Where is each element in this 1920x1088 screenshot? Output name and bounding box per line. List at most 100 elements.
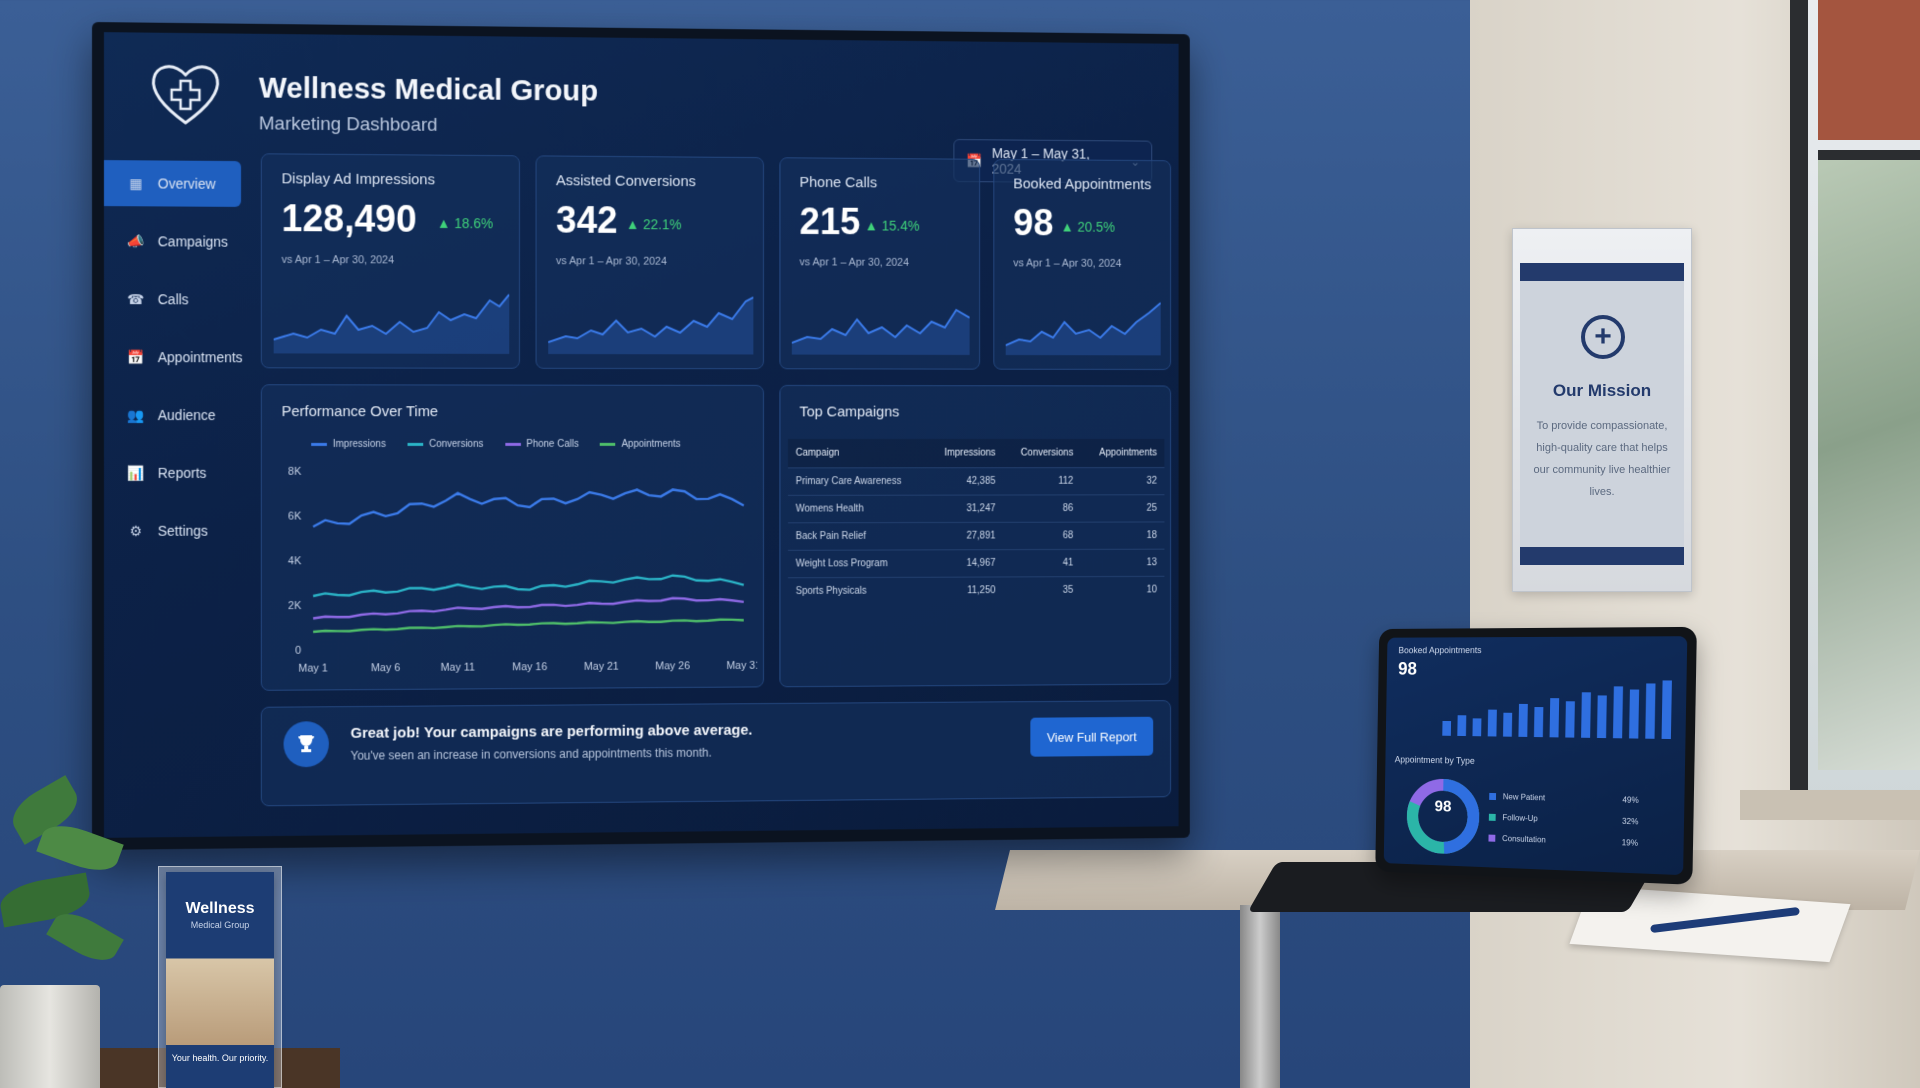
x-tick-label: May 31 bbox=[726, 660, 757, 672]
kpi-delta-value: 22.1% bbox=[643, 216, 681, 232]
table-row[interactable]: Weight Loss Program 14,967 41 13 bbox=[788, 549, 1164, 578]
kpi-delta: ▲ 20.5% bbox=[1061, 219, 1115, 235]
wall-tv: Wellness Medical Group Marketing Dashboa… bbox=[92, 22, 1190, 850]
tablet-screen: Booked Appointments 98 Appointment by Ty… bbox=[1384, 636, 1688, 875]
top-campaigns-panel: Top Campaigns Campaign Impressions Conve… bbox=[779, 385, 1171, 687]
banner-title: Great job! Your campaigns are performing… bbox=[351, 722, 753, 742]
table-cell: 11,250 bbox=[927, 577, 1003, 604]
tablet-bar bbox=[1472, 718, 1481, 736]
sidebar: ▦ Overview 📣 Campaigns ☎ Calls 📅 Appoint… bbox=[104, 160, 243, 566]
x-tick-label: May 6 bbox=[371, 662, 400, 674]
kpi-delta-value: 15.4% bbox=[882, 218, 920, 234]
series-line-appointments bbox=[313, 619, 744, 631]
x-tick-label: May 1 bbox=[298, 663, 327, 675]
sidebar-item-reports[interactable]: 📊 Reports bbox=[104, 450, 243, 496]
tablet-bar bbox=[1503, 713, 1512, 737]
kpi-compare: vs Apr 1 – Apr 30, 2024 bbox=[800, 256, 909, 268]
performance-panel: Performance Over Time Impressions Conver… bbox=[261, 384, 764, 691]
panel-title: Top Campaigns bbox=[800, 404, 900, 421]
tablet-title: Booked Appointments bbox=[1398, 645, 1481, 655]
table-cell: 68 bbox=[1003, 522, 1081, 549]
y-tick-label: 6K bbox=[288, 511, 302, 523]
plaque-text: To provide compassionate, high-quality c… bbox=[1527, 415, 1677, 503]
table-cell: 41 bbox=[1003, 549, 1081, 577]
legend-item: Conversions bbox=[407, 439, 483, 450]
legend-label: Follow-Up bbox=[1502, 807, 1538, 829]
view-full-report-button[interactable]: View Full Report bbox=[1030, 717, 1153, 757]
calendar-icon: 📅 bbox=[126, 347, 146, 367]
x-tick-label: May 26 bbox=[655, 660, 690, 672]
table-cell: Back Pain Relief bbox=[788, 523, 927, 551]
campaigns-table: Campaign Impressions Conversions Appoint… bbox=[788, 439, 1164, 605]
brochure-tagline: Your health. Our priority. bbox=[166, 1052, 274, 1065]
kpi-card-impressions[interactable]: Display Ad Impressions 128,490 ▲ 18.6% v… bbox=[261, 153, 520, 368]
tablet-bar bbox=[1662, 680, 1672, 739]
donut-legend: New Patient 49% Follow-Up 32% Consultation… bbox=[1488, 786, 1639, 854]
tablet-value: 98 bbox=[1398, 659, 1417, 680]
legend-pct: 32% bbox=[1622, 811, 1639, 833]
table-row[interactable]: Back Pain Relief 27,891 68 18 bbox=[788, 522, 1164, 550]
tablet-bar bbox=[1597, 695, 1607, 738]
legend-item: Impressions bbox=[311, 439, 386, 450]
sidebar-item-label: Reports bbox=[158, 465, 207, 481]
table-row[interactable]: Primary Care Awareness 42,385 112 32 bbox=[788, 468, 1164, 496]
sidebar-item-label: Overview bbox=[158, 175, 216, 191]
kpi-card-conversions[interactable]: Assisted Conversions 342 ▲ 22.1% vs Apr … bbox=[536, 155, 764, 369]
kpi-value: 215 bbox=[800, 202, 861, 245]
table-row[interactable]: Womens Health 31,247 86 25 bbox=[788, 495, 1164, 523]
sidebar-item-settings[interactable]: ⚙ Settings bbox=[104, 508, 243, 554]
chart-legend: Impressions Conversions Phone Calls Appo… bbox=[311, 439, 680, 450]
y-tick-label: 0 bbox=[295, 645, 301, 657]
trophy-icon bbox=[284, 721, 329, 767]
legend-item: Consultation 19% bbox=[1488, 828, 1638, 854]
tablet: Booked Appointments 98 Appointment by Ty… bbox=[1375, 627, 1697, 885]
appointment-type-donut bbox=[1402, 774, 1483, 859]
mission-plaque: + Our Mission To provide compassionate, … bbox=[1512, 228, 1692, 592]
table-cell: Weight Loss Program bbox=[788, 550, 927, 578]
kpi-value: 128,490 bbox=[282, 198, 417, 241]
sidebar-item-label: Settings bbox=[158, 523, 208, 539]
table-cell: 112 bbox=[1003, 468, 1081, 495]
kpi-card-phone-calls[interactable]: Phone Calls 215 ▲ 15.4% vs Apr 1 – Apr 3… bbox=[779, 157, 980, 369]
kpi-sparkline bbox=[274, 290, 510, 354]
sidebar-item-label: Appointments bbox=[158, 349, 243, 365]
sidebar-item-label: Audience bbox=[158, 407, 216, 423]
users-icon: 👥 bbox=[126, 405, 146, 425]
legend-label: Phone Calls bbox=[526, 439, 578, 450]
sidebar-item-overview[interactable]: ▦ Overview bbox=[104, 160, 241, 207]
kpi-label: Assisted Conversions bbox=[556, 172, 696, 190]
kpi-delta-value: 20.5% bbox=[1077, 219, 1114, 235]
brochure-subtitle: Medical Group bbox=[166, 920, 274, 930]
sidebar-item-audience[interactable]: 👥 Audience bbox=[104, 392, 243, 438]
table-cell: 27,891 bbox=[927, 522, 1003, 550]
column-header[interactable]: Appointments bbox=[1081, 439, 1165, 468]
table-row[interactable]: Sports Physicals 11,250 35 10 bbox=[788, 576, 1164, 604]
column-header[interactable]: Conversions bbox=[1003, 439, 1081, 468]
panel-title: Performance Over Time bbox=[282, 403, 439, 420]
tablet-bar bbox=[1565, 701, 1575, 737]
legend-item: Phone Calls bbox=[505, 439, 579, 450]
kpi-compare: vs Apr 1 – Apr 30, 2024 bbox=[282, 254, 395, 266]
table-cell: 25 bbox=[1081, 495, 1165, 522]
kpi-delta: ▲ 22.1% bbox=[626, 216, 682, 232]
kpi-delta: ▲ 18.6% bbox=[437, 215, 493, 231]
table-cell: 13 bbox=[1081, 549, 1165, 577]
y-tick-label: 4K bbox=[288, 555, 302, 567]
sidebar-item-appointments[interactable]: 📅 Appointments bbox=[104, 334, 243, 380]
sidebar-item-campaigns[interactable]: 📣 Campaigns bbox=[104, 218, 243, 265]
brochure: Wellness Medical Group Your health. Our … bbox=[166, 872, 274, 1088]
x-tick-label: May 16 bbox=[512, 661, 547, 673]
tablet-bar bbox=[1534, 707, 1543, 737]
table-cell: 35 bbox=[1003, 577, 1081, 604]
success-banner: Great job! Your campaigns are performing… bbox=[261, 700, 1171, 806]
column-header[interactable]: Impressions bbox=[927, 439, 1003, 468]
window bbox=[1790, 0, 1920, 800]
brochure-title: Wellness bbox=[166, 900, 274, 918]
kpi-value: 98 bbox=[1013, 203, 1053, 245]
kpi-compare: vs Apr 1 – Apr 30, 2024 bbox=[556, 255, 667, 267]
column-header[interactable]: Campaign bbox=[788, 439, 927, 468]
kpi-label: Display Ad Impressions bbox=[282, 170, 435, 188]
sidebar-item-calls[interactable]: ☎ Calls bbox=[104, 276, 243, 322]
kpi-card-appointments[interactable]: Booked Appointments 98 ▲ 20.5% vs Apr 1 … bbox=[993, 159, 1171, 370]
kpi-sparkline bbox=[792, 292, 970, 355]
